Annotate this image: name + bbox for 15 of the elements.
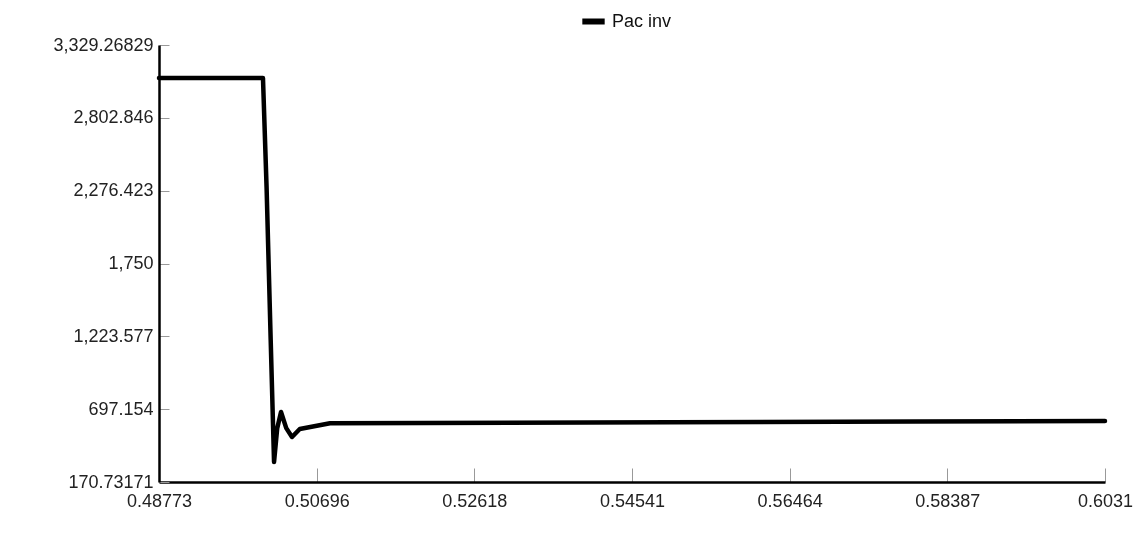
- x-tick-label: 0.50696: [284, 490, 350, 511]
- y-tick-label: 3,329.26829: [53, 34, 154, 55]
- y-tick-label: 170.73171: [68, 471, 154, 492]
- x-tick-label: 0.52618: [442, 490, 508, 511]
- x-tick-label: 0.56464: [757, 490, 823, 511]
- legend-label: Pac inv: [612, 10, 672, 31]
- x-tick-label: 0.58387: [915, 490, 981, 511]
- x-tick-label: 0.54541: [599, 490, 665, 511]
- y-tick-label: 2,802.846: [73, 107, 154, 128]
- y-tick-label: 1,750: [108, 253, 154, 273]
- x-tick-label: 0.48773: [126, 490, 193, 511]
- y-tick-label: 697.154: [88, 398, 154, 419]
- x-tick-label: 0.6031: [1077, 490, 1134, 511]
- y-tick-label: 2,276.423: [73, 180, 154, 201]
- y-tick-label: 1,223.577: [73, 325, 154, 346]
